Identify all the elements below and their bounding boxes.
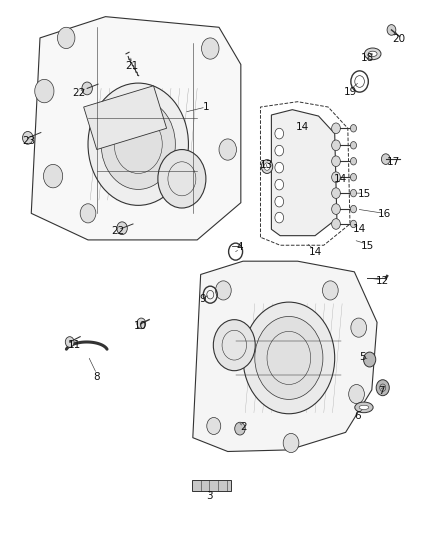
Text: 22: 22 (111, 227, 124, 237)
Circle shape (332, 204, 340, 214)
Ellipse shape (364, 48, 381, 60)
Circle shape (350, 189, 357, 197)
Text: 15: 15 (357, 189, 371, 199)
Text: 19: 19 (343, 87, 357, 97)
Circle shape (332, 188, 340, 198)
Circle shape (201, 38, 219, 59)
Circle shape (219, 139, 237, 160)
Circle shape (80, 204, 96, 223)
Text: 6: 6 (354, 411, 361, 422)
Circle shape (275, 163, 284, 173)
Circle shape (283, 433, 299, 453)
Circle shape (261, 160, 273, 173)
Text: 14: 14 (334, 174, 347, 184)
Text: 10: 10 (134, 321, 147, 331)
Polygon shape (272, 110, 337, 236)
Circle shape (22, 132, 33, 144)
Text: 14: 14 (308, 247, 321, 256)
Circle shape (275, 196, 284, 207)
Circle shape (207, 417, 221, 434)
Text: 20: 20 (392, 34, 406, 44)
Circle shape (215, 281, 231, 300)
Circle shape (332, 123, 340, 134)
Circle shape (381, 154, 390, 165)
Circle shape (376, 379, 389, 395)
Circle shape (88, 83, 188, 205)
Circle shape (57, 27, 75, 49)
Text: 21: 21 (125, 61, 138, 70)
Text: 1: 1 (203, 102, 209, 112)
Circle shape (364, 352, 376, 367)
Circle shape (158, 150, 206, 208)
Circle shape (213, 320, 255, 370)
Text: 2: 2 (240, 422, 247, 432)
Text: 15: 15 (361, 241, 374, 251)
Circle shape (35, 79, 54, 103)
Circle shape (350, 220, 357, 228)
Circle shape (350, 205, 357, 213)
Text: 4: 4 (237, 243, 243, 252)
Text: 14: 14 (296, 122, 310, 132)
Circle shape (349, 384, 364, 403)
Circle shape (275, 146, 284, 156)
Text: 17: 17 (387, 157, 400, 167)
Circle shape (275, 128, 284, 139)
Circle shape (351, 318, 367, 337)
Circle shape (332, 219, 340, 229)
Text: 14: 14 (353, 224, 366, 235)
Circle shape (82, 82, 92, 95)
Circle shape (332, 140, 340, 151)
Circle shape (387, 25, 396, 35)
Text: 7: 7 (378, 386, 385, 397)
Text: 3: 3 (206, 491, 213, 501)
Circle shape (137, 318, 146, 329)
Text: 22: 22 (72, 88, 85, 98)
Text: 11: 11 (67, 340, 81, 350)
Text: 18: 18 (361, 53, 374, 62)
Text: 9: 9 (199, 294, 206, 304)
Text: 13: 13 (260, 160, 273, 171)
Ellipse shape (368, 51, 377, 56)
Circle shape (275, 179, 284, 190)
Circle shape (350, 142, 357, 149)
Circle shape (43, 165, 63, 188)
Polygon shape (193, 261, 377, 451)
Circle shape (350, 158, 357, 165)
Circle shape (322, 281, 338, 300)
Circle shape (65, 337, 74, 348)
Circle shape (332, 156, 340, 166)
Circle shape (275, 212, 284, 223)
Circle shape (332, 172, 340, 182)
Ellipse shape (355, 402, 373, 413)
Text: 23: 23 (22, 136, 36, 146)
Circle shape (350, 173, 357, 181)
Circle shape (101, 99, 175, 189)
Polygon shape (84, 86, 166, 150)
Text: 8: 8 (93, 372, 100, 382)
Ellipse shape (359, 405, 369, 409)
Text: 16: 16 (378, 209, 391, 220)
Text: 5: 5 (359, 352, 366, 362)
Circle shape (243, 302, 335, 414)
Text: 12: 12 (376, 277, 389, 286)
Circle shape (117, 222, 127, 235)
Circle shape (235, 422, 245, 435)
Circle shape (264, 163, 270, 170)
Circle shape (350, 125, 357, 132)
Circle shape (255, 317, 323, 399)
Polygon shape (31, 17, 241, 240)
Polygon shape (192, 480, 231, 491)
